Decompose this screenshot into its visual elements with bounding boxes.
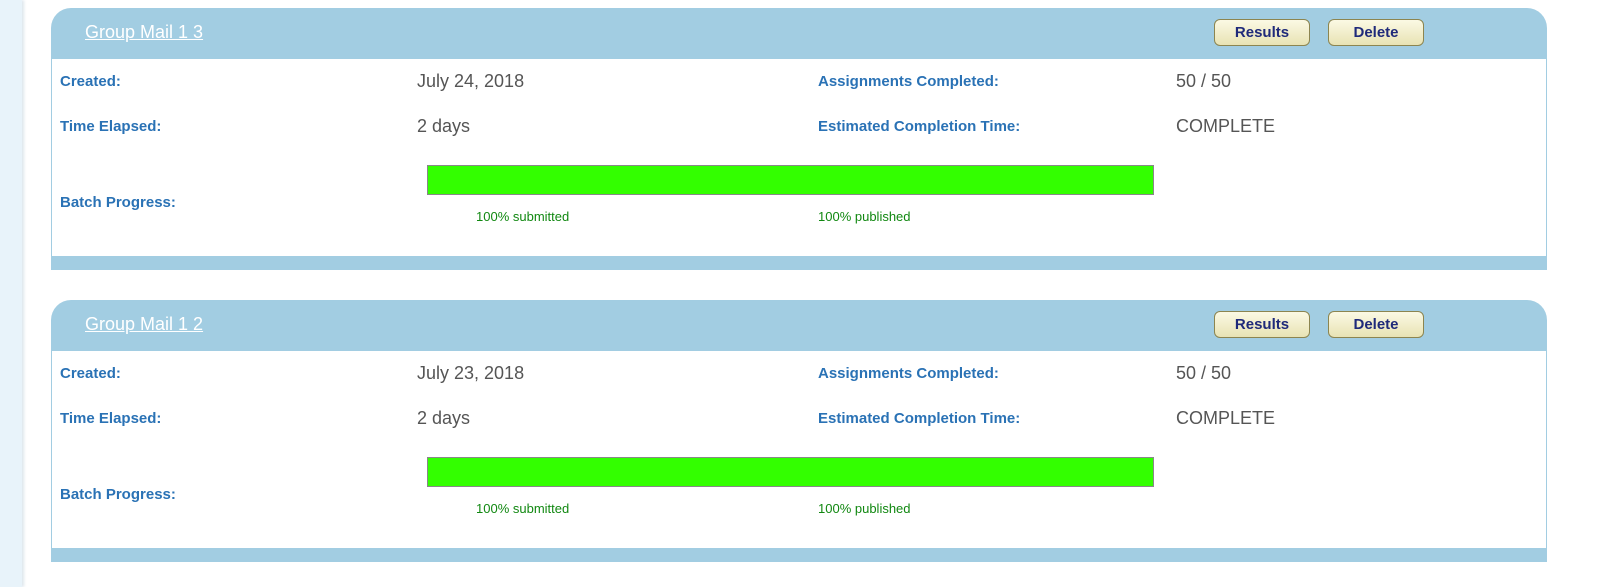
- left-sidebar-strip: [0, 0, 22, 587]
- progress-fill: [428, 166, 1153, 194]
- progress-fill: [428, 458, 1153, 486]
- published-text: 100% published: [818, 501, 911, 516]
- assignments-label: Assignments Completed:: [818, 365, 999, 382]
- delete-button[interactable]: Delete: [1328, 19, 1424, 46]
- batch-footer: [51, 256, 1547, 270]
- batch-header: Group Mail 1 2 Results Delete: [51, 300, 1547, 351]
- assignments-value: 50 / 50: [1176, 363, 1232, 383]
- batch-footer: [51, 548, 1547, 562]
- progress-label: Batch Progress:: [60, 194, 176, 211]
- batch-panel: Group Mail 1 2 Results Delete Created: J…: [51, 300, 1547, 562]
- elapsed-label: Time Elapsed:: [60, 118, 162, 135]
- batch-details: Created: July 24, 2018 Assignments Compl…: [51, 59, 1547, 256]
- batch-header: Group Mail 1 3 Results Delete: [51, 8, 1547, 59]
- eta-label: Estimated Completion Time:: [818, 410, 1021, 427]
- eta-label: Estimated Completion Time:: [818, 118, 1021, 135]
- batch-title-link[interactable]: Group Mail 1 3: [85, 22, 204, 42]
- created-label: Created:: [60, 365, 121, 382]
- assignments-label: Assignments Completed:: [818, 73, 999, 90]
- eta-value: COMPLETE: [1176, 116, 1276, 136]
- elapsed-value: 2 days: [417, 408, 471, 428]
- progress-label: Batch Progress:: [60, 486, 176, 503]
- created-value: July 23, 2018: [417, 363, 525, 383]
- assignments-value: 50 / 50: [1176, 71, 1232, 91]
- created-value: July 24, 2018: [417, 71, 525, 91]
- elapsed-label: Time Elapsed:: [60, 410, 162, 427]
- elapsed-value: 2 days: [417, 116, 471, 136]
- batch-details: Created: July 23, 2018 Assignments Compl…: [51, 351, 1547, 548]
- progress-bar: [427, 165, 1154, 195]
- created-label: Created:: [60, 73, 121, 90]
- batch-panel: Group Mail 1 3 Results Delete Created: J…: [51, 8, 1547, 270]
- batch-title-link[interactable]: Group Mail 1 2: [85, 314, 204, 334]
- delete-button[interactable]: Delete: [1328, 311, 1424, 338]
- submitted-text: 100% submitted: [476, 501, 570, 516]
- submitted-text: 100% submitted: [476, 209, 570, 224]
- eta-value: COMPLETE: [1176, 408, 1276, 428]
- results-button[interactable]: Results: [1214, 19, 1310, 46]
- results-button[interactable]: Results: [1214, 311, 1310, 338]
- progress-bar: [427, 457, 1154, 487]
- published-text: 100% published: [818, 209, 911, 224]
